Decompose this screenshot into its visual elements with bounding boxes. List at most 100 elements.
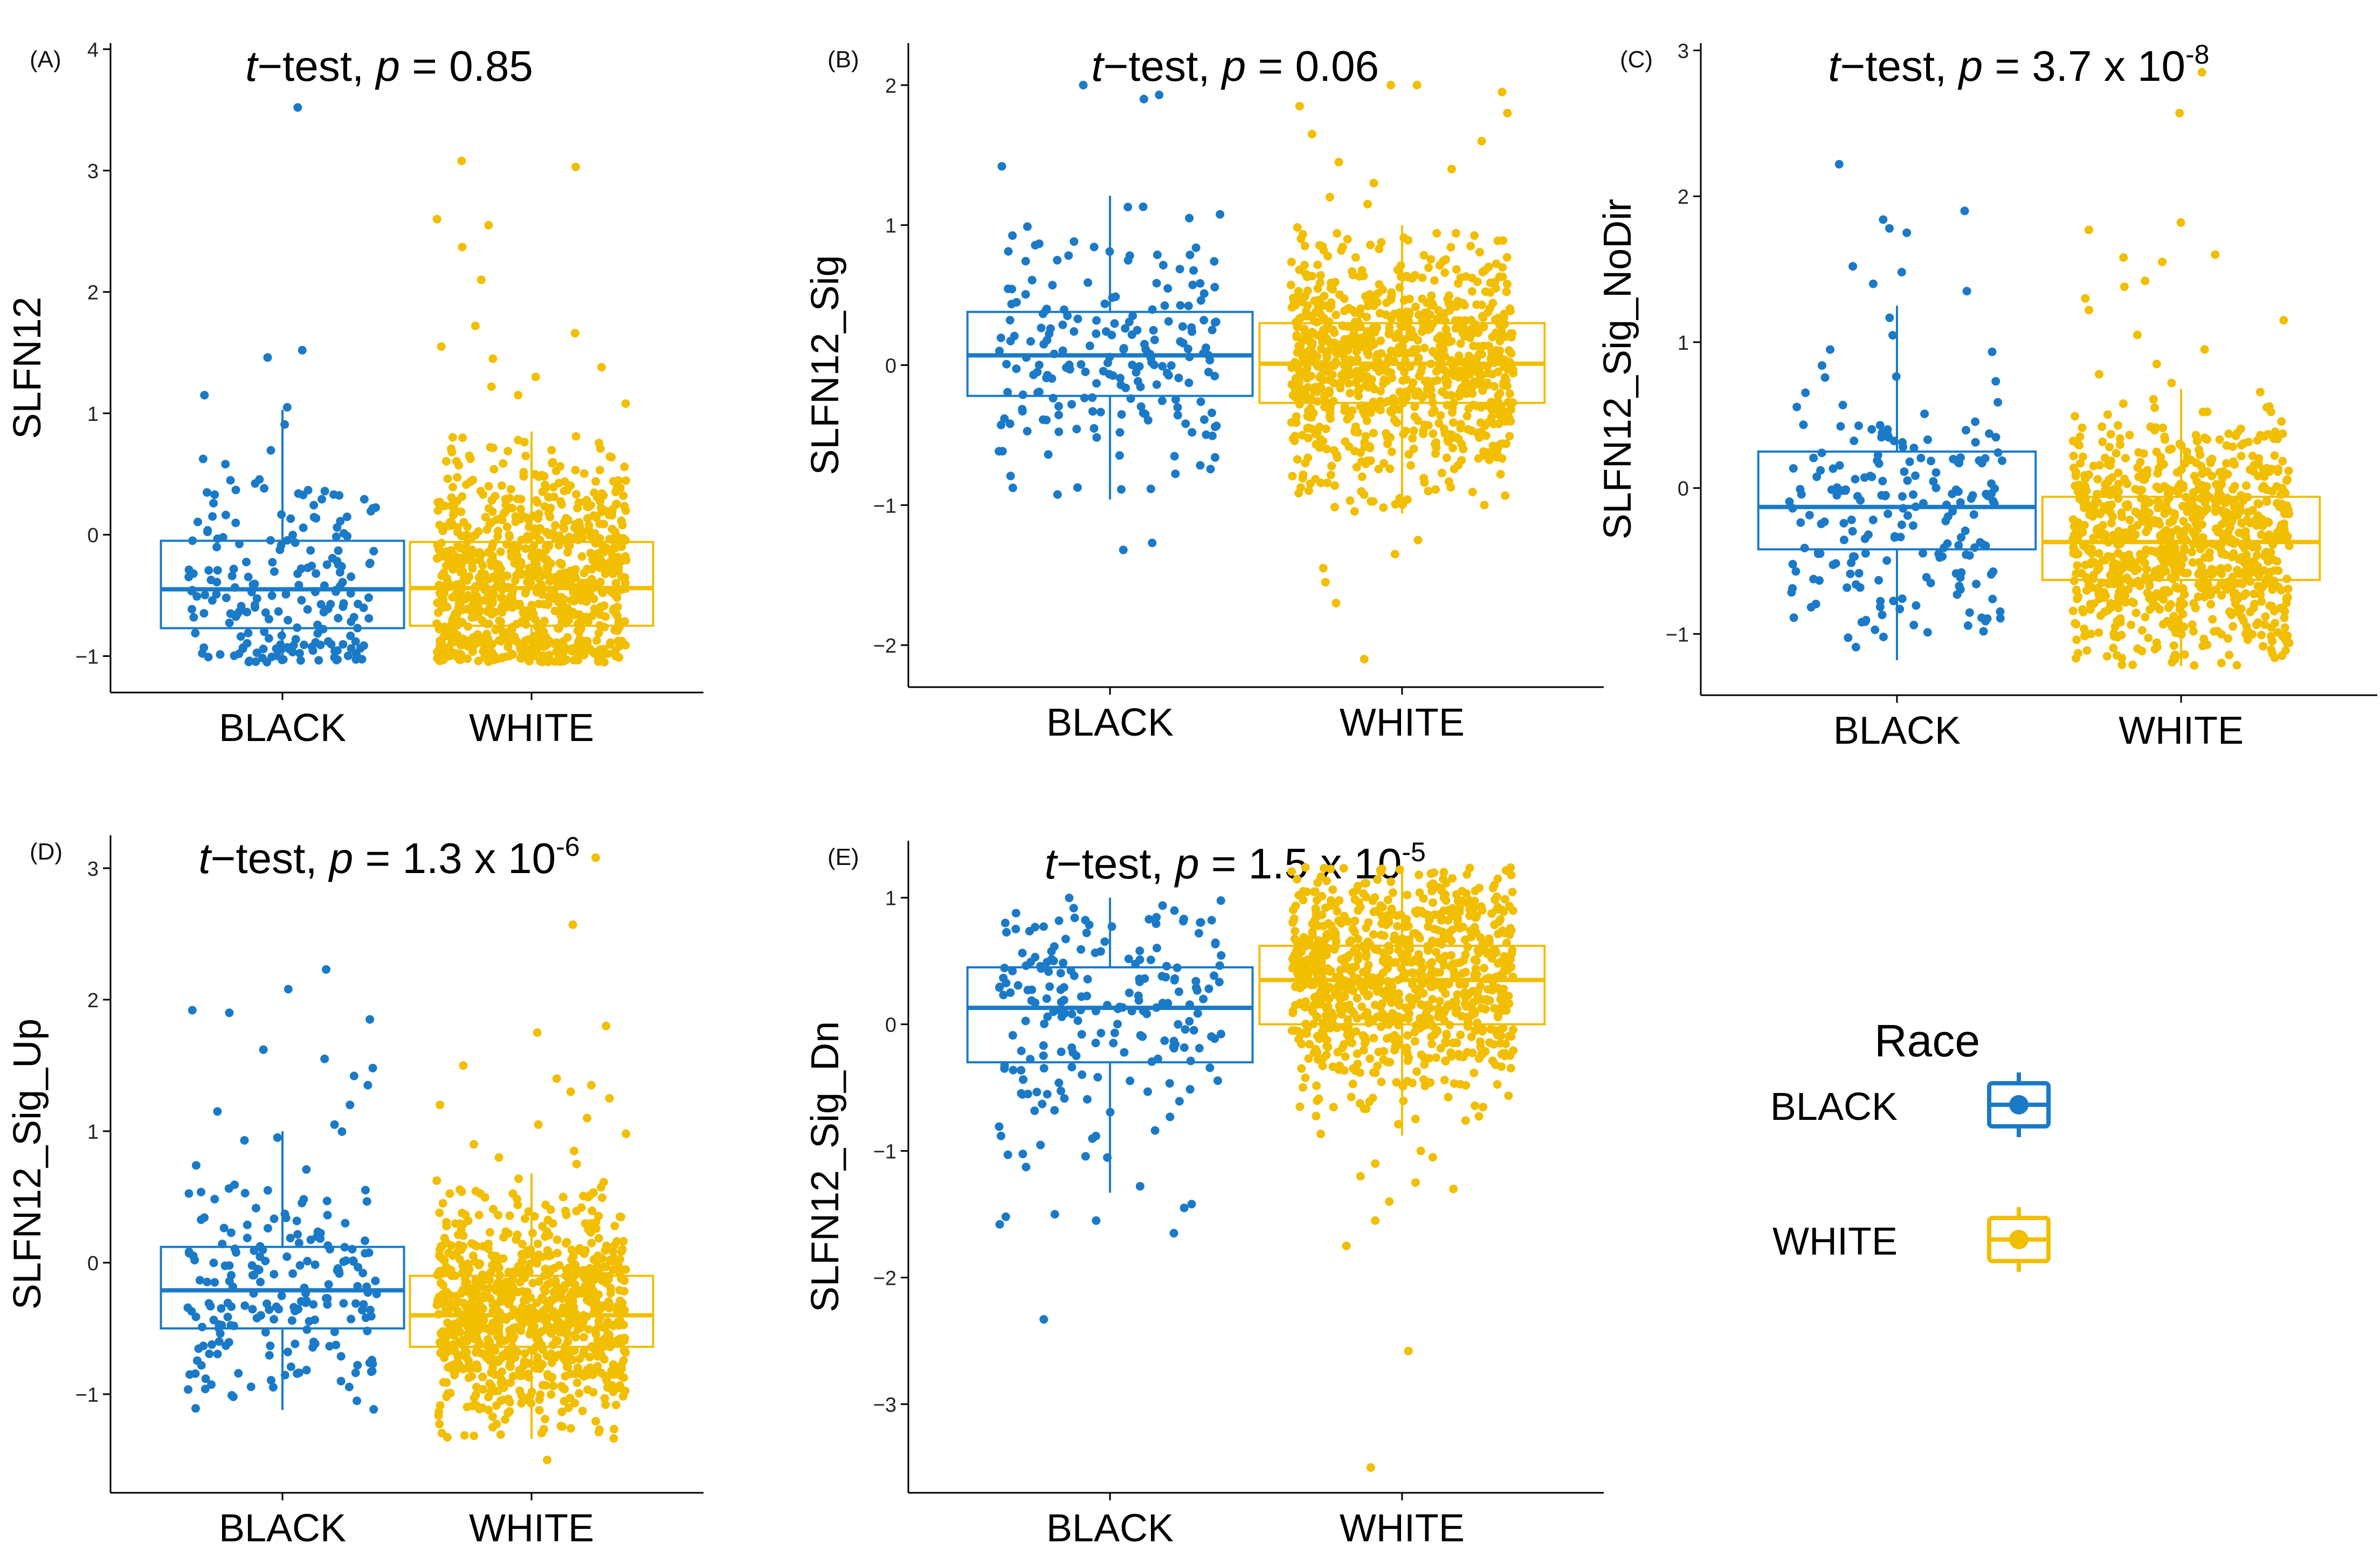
data-point [564, 615, 574, 625]
data-point [503, 1408, 513, 1417]
data-point [588, 647, 597, 656]
data-point [293, 1230, 302, 1239]
outlier-point [2279, 316, 2288, 325]
data-point [1909, 620, 1919, 629]
data-point [1291, 385, 1300, 394]
data-point [225, 1261, 234, 1270]
data-point [556, 1319, 565, 1328]
data-point [209, 1315, 218, 1325]
y-tick-label: 3 [87, 160, 99, 183]
data-point [609, 1321, 618, 1331]
data-point [563, 633, 572, 642]
outlier-point [349, 1071, 358, 1081]
data-point [1017, 1047, 1026, 1055]
outlier-point [2133, 330, 2142, 340]
data-point [1791, 567, 1800, 576]
data-point [1116, 373, 1125, 383]
data-point [1415, 371, 1424, 380]
data-point [243, 1234, 252, 1243]
data-point [1378, 285, 1387, 294]
data-point [255, 475, 264, 484]
data-point [515, 567, 524, 576]
data-point [620, 1276, 629, 1285]
data-point [2284, 584, 2293, 593]
data-point [1185, 213, 1194, 223]
data-point [361, 1236, 369, 1245]
data-point [2203, 579, 2212, 588]
box-white [2041, 68, 2321, 670]
data-point [1468, 389, 1477, 398]
data-point [523, 1396, 533, 1404]
outlier-point [995, 1220, 1004, 1229]
panel-e: (E) t−test, p = 1.5 x 10-5−3−2−101SLFN12_… [804, 837, 1604, 1550]
data-point [449, 626, 458, 635]
data-point [472, 1280, 481, 1289]
data-point [2127, 620, 2136, 629]
data-point [2167, 444, 2176, 453]
data-point [204, 653, 213, 662]
data-point [595, 557, 604, 566]
data-point [1021, 290, 1030, 299]
data-point [1007, 300, 1016, 309]
data-point [2225, 650, 2234, 660]
data-point [1210, 1034, 1219, 1043]
data-point [1419, 430, 1428, 439]
data-point [532, 560, 541, 569]
data-point [505, 1361, 514, 1370]
data-point [201, 1384, 210, 1394]
data-point [1006, 472, 1015, 481]
data-point [1909, 490, 1917, 499]
data-point [616, 483, 625, 493]
data-point [453, 496, 462, 506]
data-point [1187, 323, 1196, 332]
data-point [479, 1304, 487, 1313]
data-point [574, 498, 583, 507]
data-point [518, 616, 527, 625]
data-point [2069, 452, 2078, 460]
data-point [296, 564, 306, 573]
data-point [2095, 563, 2104, 572]
data-point [467, 558, 477, 567]
outlier-point [2081, 294, 2090, 303]
title-stat: t [1091, 42, 1105, 90]
data-point [2237, 452, 2246, 461]
data-point [1370, 328, 1379, 337]
data-point [520, 1214, 529, 1223]
data-point [516, 504, 525, 514]
data-point [1054, 427, 1064, 437]
data-point [2234, 555, 2244, 564]
data-point [1956, 453, 1965, 462]
box-white [1258, 80, 1546, 663]
data-point [547, 446, 556, 455]
data-point [244, 572, 253, 581]
data-point [1160, 301, 1169, 310]
data-point [303, 563, 312, 572]
data-point [1352, 347, 1361, 356]
data-point [288, 648, 297, 656]
data-point [1963, 621, 1972, 630]
data-point [322, 1196, 332, 1206]
data-point [1294, 489, 1303, 498]
data-point [439, 603, 448, 612]
data-point [434, 625, 444, 634]
outlier-point [1503, 108, 1512, 117]
data-point [447, 1241, 456, 1250]
data-point [1057, 998, 1066, 1007]
panel-d: (D) t−test, p = 1.3 x 10-6−10123SLFN12_Si… [6, 832, 703, 1550]
data-point [1427, 1040, 1437, 1049]
data-point [457, 531, 466, 541]
data-point [349, 613, 358, 622]
data-point [596, 602, 605, 611]
data-point [509, 1334, 518, 1344]
data-point [248, 1305, 257, 1314]
outlier-point [1039, 1315, 1048, 1324]
data-point [1409, 444, 1418, 453]
outlier-point [293, 103, 302, 112]
data-point [593, 1336, 602, 1345]
data-point [2241, 589, 2250, 598]
data-point [2076, 459, 2085, 468]
outlier-point [1960, 206, 1969, 216]
data-point [610, 555, 619, 564]
data-point [453, 473, 462, 482]
data-point [1988, 594, 1997, 604]
